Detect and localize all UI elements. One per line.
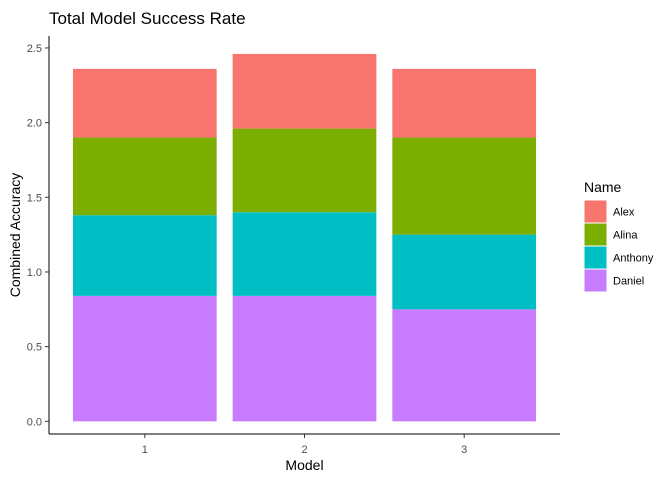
legend-label-alex: Alex (613, 207, 635, 219)
y-axis-title: Combined Accuracy (7, 173, 23, 298)
legend-label-anthony: Anthony (613, 253, 654, 265)
y-tick-label: 1.0 (27, 267, 42, 279)
x-tick-label: 2 (301, 444, 307, 456)
legend-label-daniel: Daniel (613, 276, 644, 288)
y-axis-ticks: 0.0 0.5 1.0 1.5 2.0 2.5 (27, 43, 49, 428)
x-tick-label: 1 (142, 444, 148, 456)
bar-segment-anthony-model-2 (232, 212, 377, 296)
bar-segment-anthony-model-3 (392, 234, 537, 310)
bar-segment-alex-model-2 (232, 53, 377, 129)
x-axis-title: Model (285, 457, 323, 473)
legend-key-alex (583, 199, 608, 224)
bar-segment-daniel-model-2 (232, 295, 377, 422)
y-tick-label: 0.0 (27, 416, 42, 428)
bars-layer (72, 53, 537, 422)
y-tick-label: 2.5 (27, 43, 42, 55)
bar-segment-alina-model-3 (392, 137, 537, 235)
bar-segment-alex-model-1 (72, 68, 217, 138)
bar-segment-alina-model-2 (232, 128, 377, 213)
legend-title: Name (584, 179, 622, 195)
x-tick-label: 3 (461, 444, 467, 456)
y-tick-label: 0.5 (27, 342, 42, 354)
x-axis-ticks: 1 2 3 (142, 434, 467, 456)
bar-segment-alex-model-3 (392, 68, 537, 138)
legend-key-daniel (583, 268, 608, 293)
legend-key-alina (583, 222, 608, 247)
legend-key-anthony (583, 245, 608, 270)
legend-items: Alex Alina Anthony Daniel (583, 199, 654, 293)
bar-segment-alina-model-1 (72, 137, 217, 216)
bar-segment-daniel-model-3 (392, 309, 537, 422)
y-tick-label: 2.0 (27, 118, 42, 130)
bar-segment-daniel-model-1 (72, 295, 217, 422)
legend: Name Alex Alina Anthony Daniel (583, 179, 654, 293)
bar-segment-anthony-model-1 (72, 215, 217, 296)
legend-label-alina: Alina (613, 230, 638, 242)
chart-title: Total Model Success Rate (49, 9, 246, 28)
y-tick-label: 1.5 (27, 192, 42, 204)
